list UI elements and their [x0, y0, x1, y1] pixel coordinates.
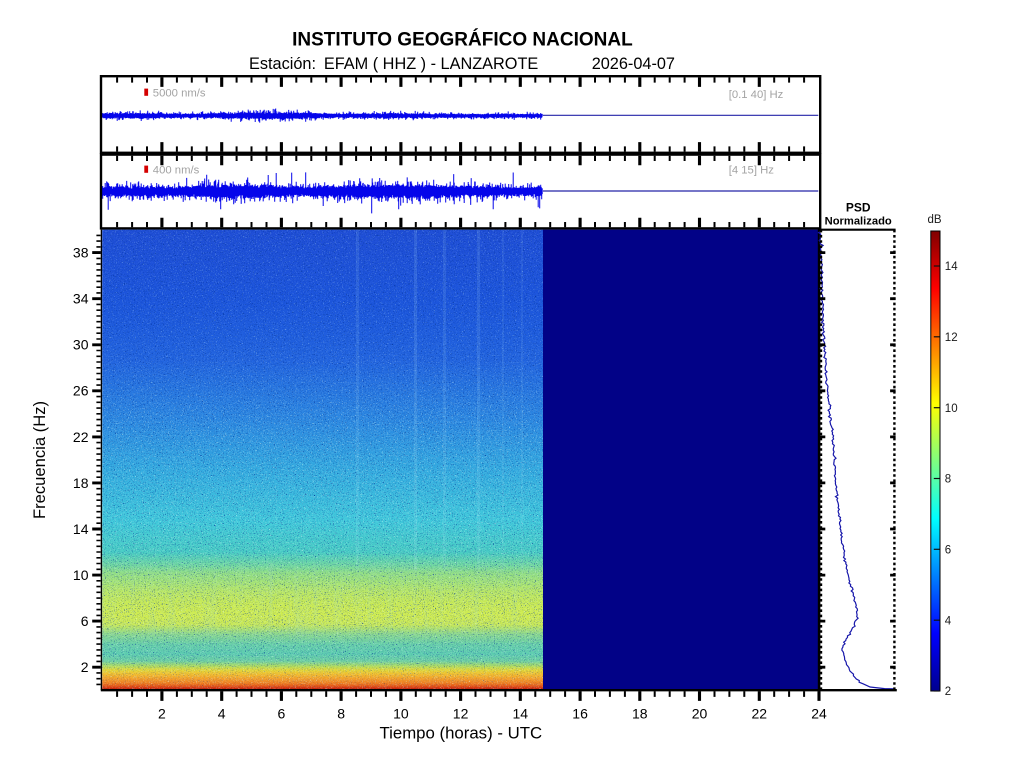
svg-text:6: 6	[278, 706, 286, 722]
svg-text:5000 nm/s: 5000 nm/s	[153, 87, 206, 99]
svg-text:18: 18	[73, 475, 89, 491]
svg-text:8: 8	[337, 706, 345, 722]
svg-text:6: 6	[945, 545, 951, 557]
svg-text:2: 2	[81, 659, 89, 675]
svg-text:10: 10	[73, 567, 89, 583]
svg-text:INSTITUTO GEOGRÁFICO NACIONAL: INSTITUTO GEOGRÁFICO NACIONAL	[292, 29, 633, 51]
svg-text:10: 10	[945, 403, 958, 415]
svg-text:2026-04-07: 2026-04-07	[592, 55, 675, 73]
svg-text:10: 10	[393, 706, 409, 722]
svg-text:Tiempo (horas) - UTC: Tiempo (horas) - UTC	[380, 723, 543, 742]
svg-text:Estación:: Estación:	[249, 55, 316, 73]
svg-text:22: 22	[752, 706, 768, 722]
svg-text:[0.1 40] Hz: [0.1 40] Hz	[729, 89, 784, 101]
svg-text:20: 20	[692, 706, 708, 722]
svg-text:PSD: PSD	[846, 201, 871, 215]
svg-text:14: 14	[945, 261, 958, 273]
svg-text:14: 14	[513, 706, 529, 722]
svg-text:12: 12	[945, 332, 958, 344]
svg-text:16: 16	[572, 706, 588, 722]
svg-text:400 nm/s: 400 nm/s	[153, 164, 200, 176]
svg-text:2: 2	[945, 686, 951, 698]
svg-text:12: 12	[453, 706, 469, 722]
svg-text:dB: dB	[927, 214, 941, 226]
svg-text:30: 30	[73, 337, 89, 353]
svg-text:24: 24	[811, 706, 827, 722]
svg-text:4: 4	[945, 615, 952, 627]
svg-text:6: 6	[81, 613, 89, 629]
svg-text:26: 26	[73, 383, 89, 399]
svg-text:22: 22	[73, 429, 89, 445]
svg-text:38: 38	[73, 245, 89, 261]
svg-text:34: 34	[73, 291, 89, 307]
svg-text:4: 4	[218, 706, 226, 722]
svg-text:14: 14	[73, 521, 89, 537]
svg-text:EFAM ( HHZ ) - LANZAROTE: EFAM ( HHZ ) - LANZAROTE	[324, 55, 539, 73]
svg-text:8: 8	[945, 474, 951, 486]
svg-text:Frecuencia (Hz): Frecuencia (Hz)	[30, 401, 49, 519]
svg-text:18: 18	[632, 706, 648, 722]
svg-text:[4 15] Hz: [4 15] Hz	[729, 165, 775, 177]
svg-text:Normalizado: Normalizado	[825, 215, 892, 227]
svg-text:2: 2	[158, 706, 166, 722]
